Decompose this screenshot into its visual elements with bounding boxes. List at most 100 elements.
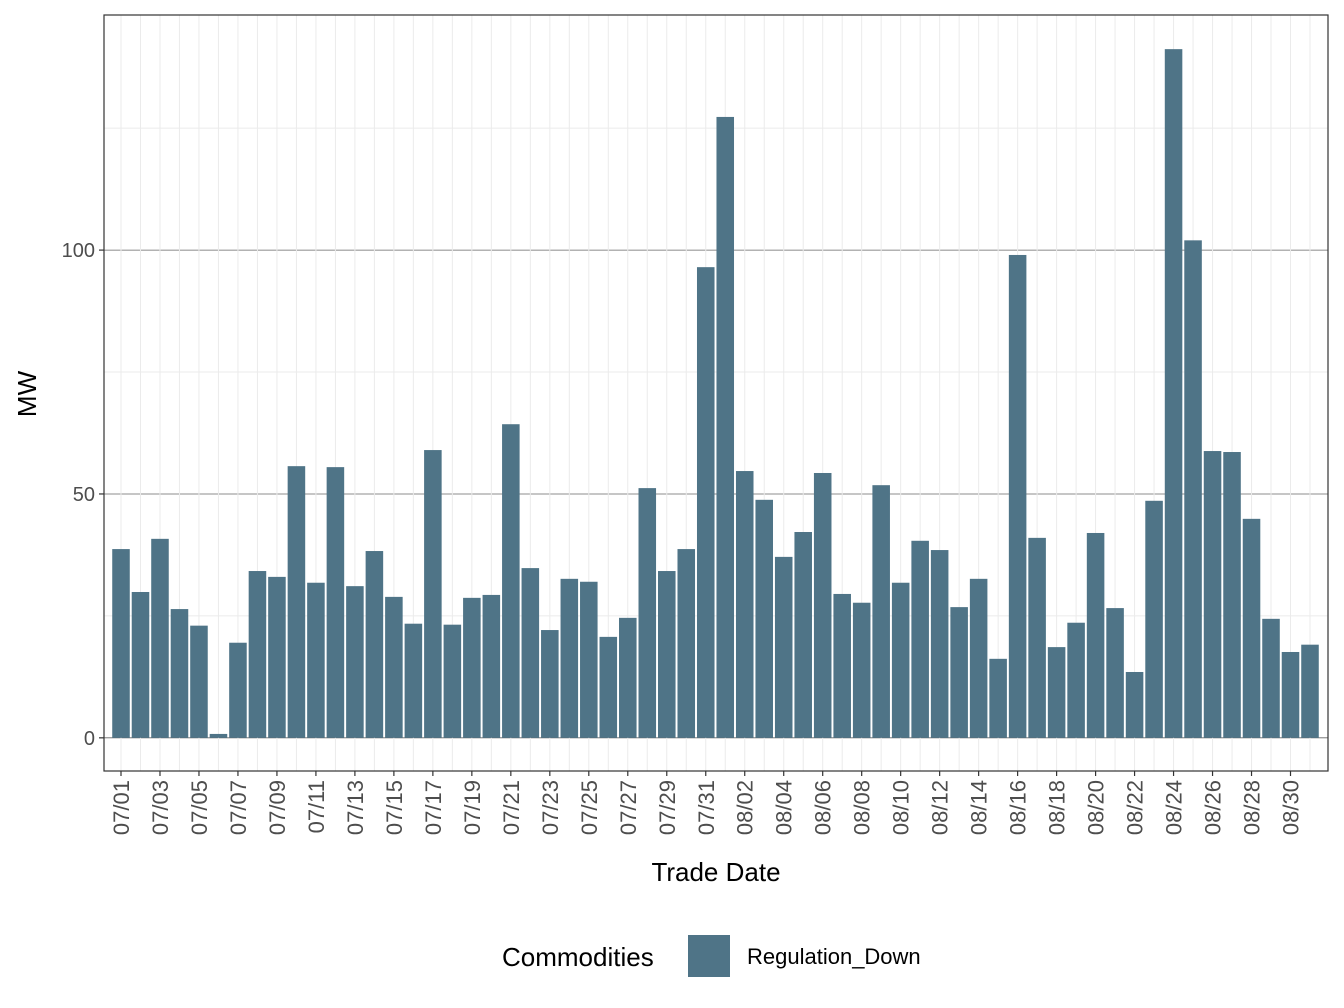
bar-08-05 — [794, 532, 812, 738]
bar-07-10 — [287, 466, 306, 738]
y-axis-label: MW — [12, 370, 42, 417]
bar-07-13 — [346, 586, 364, 738]
bar-08-22 — [1125, 671, 1144, 738]
x-tick-label: 07/29 — [655, 780, 680, 835]
bar-07-20 — [482, 594, 501, 738]
bar-07-06 — [209, 733, 228, 738]
bar-08-06 — [813, 472, 832, 738]
bar-08-07 — [833, 593, 851, 738]
bar-07-04 — [170, 609, 189, 738]
x-tick-label: 08/02 — [733, 780, 758, 835]
bar-07-27 — [619, 617, 637, 738]
bar-08-04 — [774, 556, 793, 738]
bar-07-07 — [229, 642, 247, 738]
bar-07-22 — [521, 568, 540, 738]
bar-07-08 — [248, 571, 267, 738]
bar-08-21 — [1106, 608, 1124, 738]
x-tick-label: 08/08 — [850, 780, 875, 835]
x-tick-label: 08/04 — [772, 780, 797, 835]
legend-title: Commodities — [502, 942, 654, 972]
x-tick-label: 08/26 — [1201, 780, 1226, 835]
bar-08-30 — [1281, 651, 1300, 738]
bar-08-27 — [1223, 452, 1241, 738]
bar-08-14 — [969, 578, 988, 738]
bar-07-25 — [580, 581, 598, 738]
bar-07-11 — [307, 582, 325, 738]
bar-07-14 — [365, 551, 384, 738]
bar-08-01 — [716, 116, 735, 738]
bar-07-30 — [677, 549, 696, 738]
bar-07-23 — [541, 630, 559, 738]
bar-08-15 — [989, 658, 1007, 738]
y-tick-label: 0 — [84, 728, 95, 750]
bar-07-26 — [599, 636, 618, 738]
bar-07-03 — [151, 538, 169, 738]
x-tick-label: 08/30 — [1279, 780, 1304, 835]
x-tick-label: 08/12 — [928, 780, 953, 835]
x-tick-label: 08/24 — [1162, 780, 1187, 835]
bar-08-31 — [1301, 644, 1319, 738]
x-axis-label: Trade Date — [651, 857, 780, 887]
x-tick-label: 07/15 — [382, 780, 407, 835]
bar-07-29 — [657, 571, 676, 738]
bar-08-16 — [1008, 254, 1027, 738]
x-tick-label: 08/28 — [1240, 780, 1265, 835]
x-tick-label: 07/11 — [304, 780, 329, 833]
bar-07-12 — [326, 467, 345, 738]
bar-08-03 — [755, 499, 774, 738]
bar-07-02 — [131, 591, 150, 738]
bar-07-31 — [696, 267, 715, 738]
bar-08-11 — [911, 540, 929, 738]
bar-07-15 — [385, 596, 403, 738]
grid — [104, 15, 1328, 771]
bar-07-09 — [268, 576, 286, 738]
x-tick-label: 07/21 — [499, 780, 524, 835]
legend: Commodities Regulation_Down — [502, 935, 921, 977]
bar-08-10 — [891, 582, 910, 738]
bar-07-28 — [638, 488, 657, 738]
bar-08-09 — [872, 485, 890, 738]
bar-08-17 — [1028, 537, 1046, 738]
plot-panel-border — [103, 14, 1329, 772]
x-tick-label: 08/18 — [1045, 780, 1070, 835]
x-tick-label: 07/07 — [226, 780, 251, 835]
axes: 0 50 100 07/01 07/03 07/05 07/07 07/09 07/11 07/1… — [62, 240, 1304, 835]
x-tick-label: 07/05 — [187, 780, 212, 835]
x-tick-label: 07/23 — [538, 780, 563, 835]
bar-07-18 — [443, 624, 462, 738]
x-tick-label: 07/03 — [148, 780, 173, 835]
x-tick-label: 08/16 — [1006, 780, 1031, 835]
bar-07-16 — [404, 623, 423, 738]
bar-07-05 — [190, 625, 208, 738]
legend-key-regulation-down — [688, 935, 730, 977]
bars — [112, 49, 1319, 738]
x-tick-label: 07/25 — [577, 780, 602, 835]
x-tick-label: 08/06 — [811, 780, 836, 835]
bar-08-08 — [852, 602, 871, 738]
x-tick-label: 07/17 — [421, 780, 446, 835]
legend-label-regulation-down: Regulation_Down — [747, 944, 921, 969]
bar-08-13 — [950, 607, 968, 738]
x-tick-label: 08/14 — [967, 780, 992, 835]
x-tick-label: 07/27 — [616, 780, 641, 835]
x-tick-label: 07/09 — [265, 780, 290, 835]
bar-08-20 — [1086, 532, 1105, 738]
x-tick-label: 08/20 — [1084, 780, 1109, 835]
bar-08-28 — [1242, 518, 1261, 738]
bar-08-12 — [930, 550, 949, 738]
bar-08-25 — [1184, 240, 1202, 738]
bar-08-24 — [1164, 49, 1183, 738]
bar-08-19 — [1067, 622, 1085, 738]
x-tick-label: 07/19 — [460, 780, 485, 835]
x-tick-label: 07/01 — [109, 780, 134, 835]
bar-07-17 — [424, 450, 442, 738]
bar-07-21 — [502, 424, 520, 738]
x-tick-label: 07/31 — [694, 780, 719, 835]
bar-08-23 — [1145, 500, 1163, 738]
bar-07-01 — [112, 549, 130, 738]
bar-08-18 — [1047, 647, 1066, 738]
x-tick-label: 08/22 — [1123, 780, 1148, 835]
bar-07-19 — [463, 597, 481, 738]
x-tick-label: 08/10 — [889, 780, 914, 835]
